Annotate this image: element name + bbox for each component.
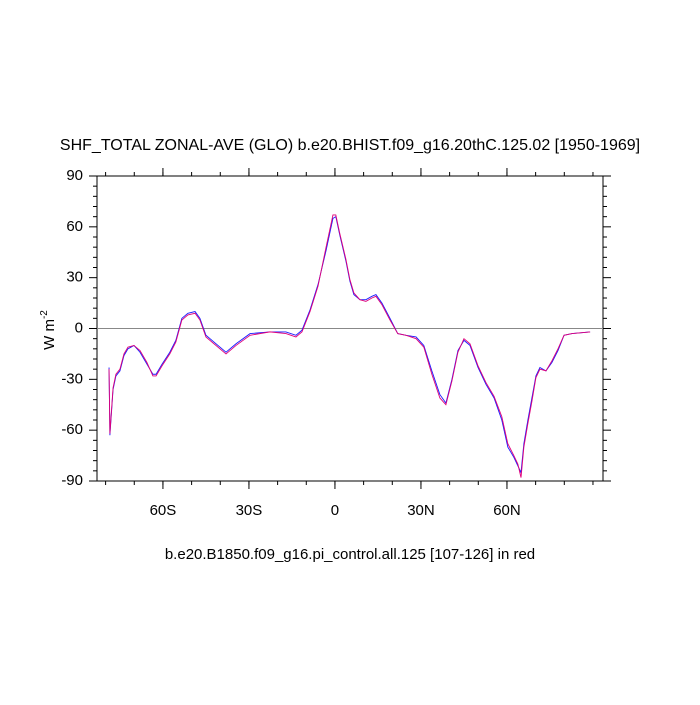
- y-tick-label: -60: [61, 421, 83, 438]
- footnote: b.e20.B1850.f09_g16.pi_control.all.125 […: [165, 546, 535, 563]
- x-tick-label: 30N: [407, 502, 435, 519]
- x-tick-label: 60S: [150, 502, 177, 519]
- series-line: [108, 214, 591, 478]
- series-line: [108, 215, 591, 475]
- y-tick-label: 30: [66, 269, 83, 286]
- y-tick-label: -90: [61, 472, 83, 489]
- y-axis-label: W m-2: [39, 310, 58, 350]
- y-tick-label: 90: [66, 167, 83, 184]
- x-tick-label: 30S: [236, 502, 263, 519]
- y-tick-label: 0: [75, 319, 83, 336]
- x-tick-label: 0: [331, 502, 339, 519]
- chart-title: SHF_TOTAL ZONAL-AVE (GLO) b.e20.BHIST.f0…: [60, 137, 640, 154]
- y-axis-label-exponent: -2: [39, 310, 50, 319]
- y-tick-label: 60: [66, 218, 83, 235]
- x-tick-label: 60N: [493, 502, 521, 519]
- y-tick-label: -30: [61, 370, 83, 387]
- y-axis-label-base: W m: [41, 319, 58, 350]
